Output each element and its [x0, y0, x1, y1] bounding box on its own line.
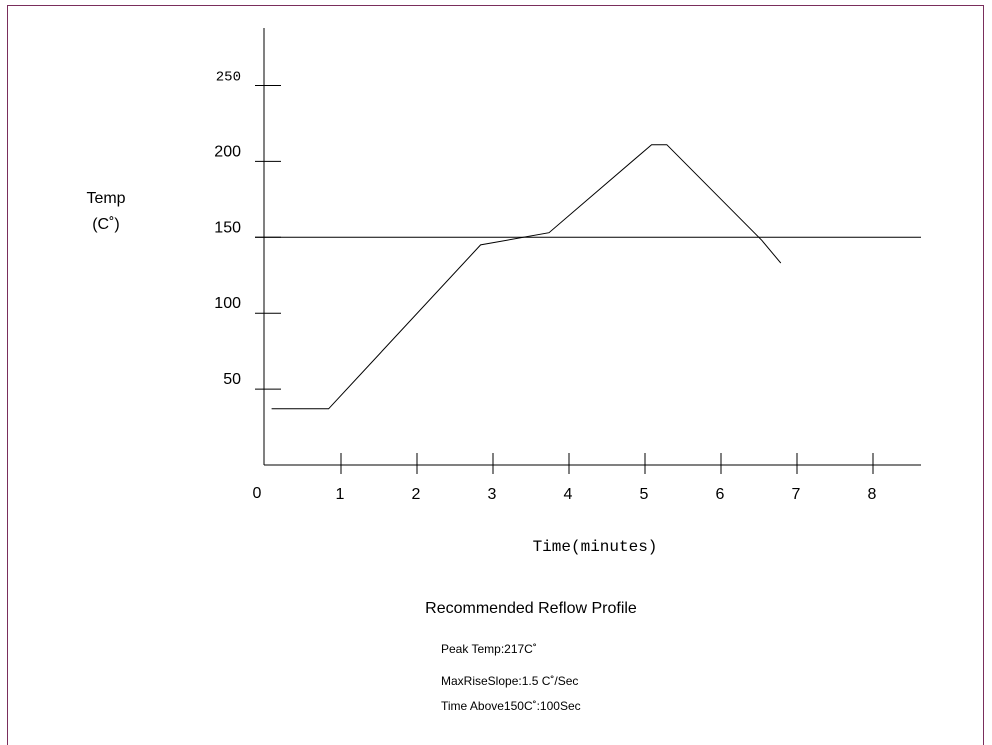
x-axis-label: Time(minutes): [533, 538, 658, 556]
reflow-profile-line: [271, 144, 782, 410]
x-tick-label: 6: [716, 486, 725, 503]
y-tick-label: 250: [216, 70, 241, 86]
figure-frame: [7, 5, 984, 745]
y-axis-label-line2: (C˚): [92, 216, 120, 233]
x-tick-label: 8: [868, 486, 877, 503]
x-tick-label: 5: [640, 486, 649, 503]
y-tick-label: 150: [214, 219, 241, 236]
y-tick-label: 200: [214, 143, 241, 160]
y-tick-label: 100: [214, 295, 241, 312]
x-tick-label: 1: [336, 486, 345, 503]
origin-label: 0: [253, 485, 262, 502]
chart-title: Recommended Reflow Profile: [425, 600, 637, 617]
note-max-rise-slope: MaxRiseSlope:1.5 C˚/Sec: [441, 674, 578, 688]
note-time-above-150: Time Above150C˚:100Sec: [441, 699, 581, 713]
x-tick-label: 4: [564, 486, 573, 503]
x-tick-label: 3: [488, 486, 497, 503]
note-peak-temp: Peak Temp:217C˚: [441, 642, 537, 656]
x-tick-label: 2: [412, 486, 421, 503]
y-axis-label-line1: Temp: [86, 190, 125, 207]
y-tick-label: 50: [223, 371, 241, 388]
x-tick-label: 7: [792, 486, 801, 503]
